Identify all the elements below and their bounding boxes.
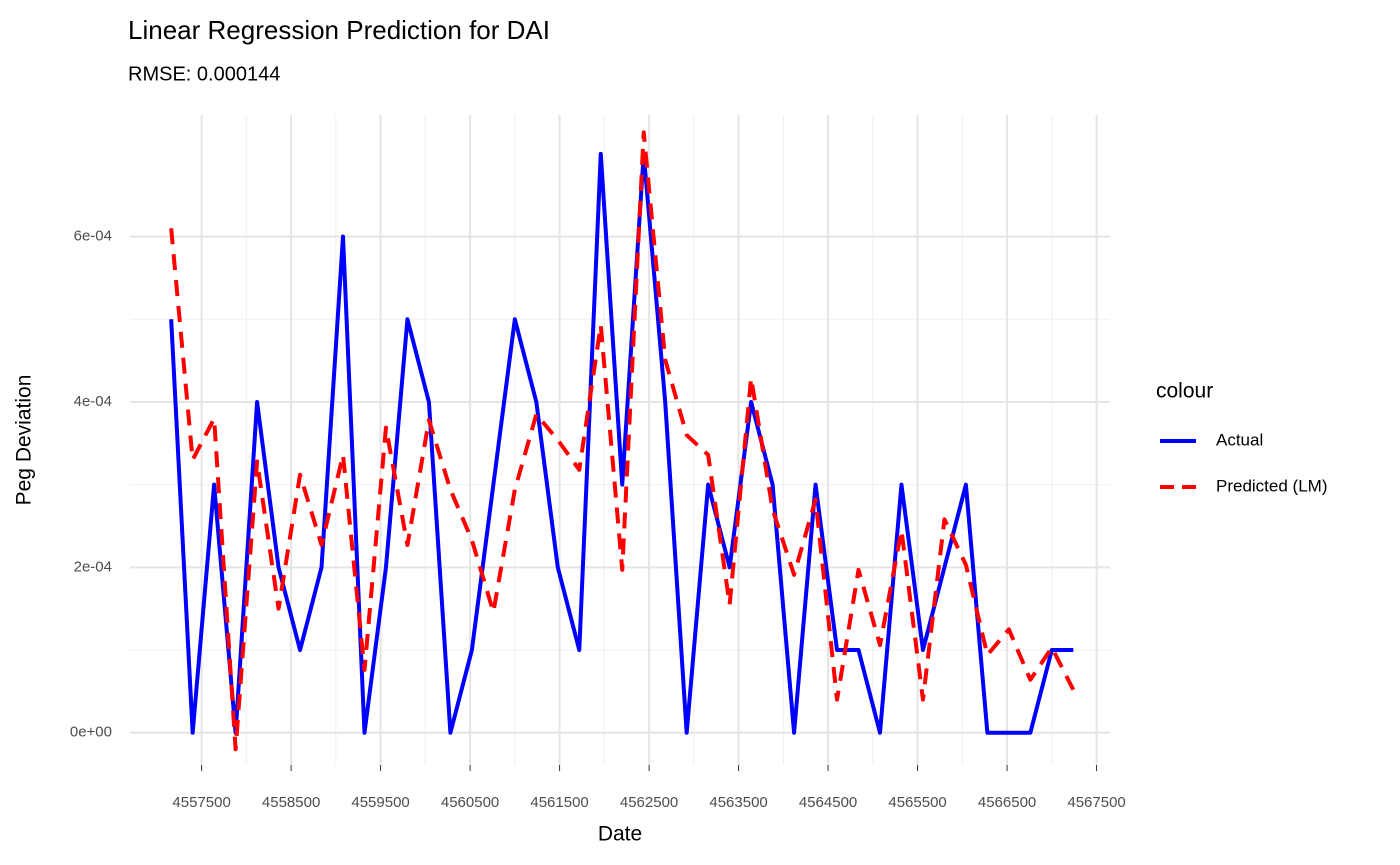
x-tick-label: 4566500 bbox=[978, 794, 1036, 811]
y-axis-title: Peg Deviation bbox=[13, 375, 36, 506]
legend-label: Predicted (LM) bbox=[1216, 476, 1327, 495]
x-tick-label: 4564500 bbox=[799, 794, 857, 811]
legend-title: colour bbox=[1156, 380, 1213, 403]
y-tick-label: 0e+00 bbox=[70, 724, 112, 741]
y-tick-label: 4e-04 bbox=[74, 393, 112, 410]
x-axis-title: Date bbox=[598, 823, 642, 846]
x-tick-label: 4563500 bbox=[709, 794, 767, 811]
x-tick-label: 4562500 bbox=[620, 794, 678, 811]
chart-title: Linear Regression Prediction for DAI bbox=[128, 15, 550, 45]
series-line bbox=[169, 151, 1074, 735]
x-tick-label: 4560500 bbox=[441, 794, 499, 811]
legend-label: Actual bbox=[1216, 430, 1263, 449]
x-tick-label: 4567500 bbox=[1067, 794, 1125, 811]
x-tick-label: 4561500 bbox=[530, 794, 588, 811]
x-tick-label: 4559500 bbox=[351, 794, 409, 811]
series-line bbox=[169, 130, 1076, 752]
x-tick-label: 4565500 bbox=[888, 794, 946, 811]
x-tick-label: 4558500 bbox=[262, 794, 320, 811]
y-tick-label: 2e-04 bbox=[74, 558, 112, 575]
chart-subtitle: RMSE: 0.000144 bbox=[128, 63, 280, 85]
x-tick-label: 4557500 bbox=[172, 794, 230, 811]
y-tick-label: 6e-04 bbox=[74, 228, 112, 245]
